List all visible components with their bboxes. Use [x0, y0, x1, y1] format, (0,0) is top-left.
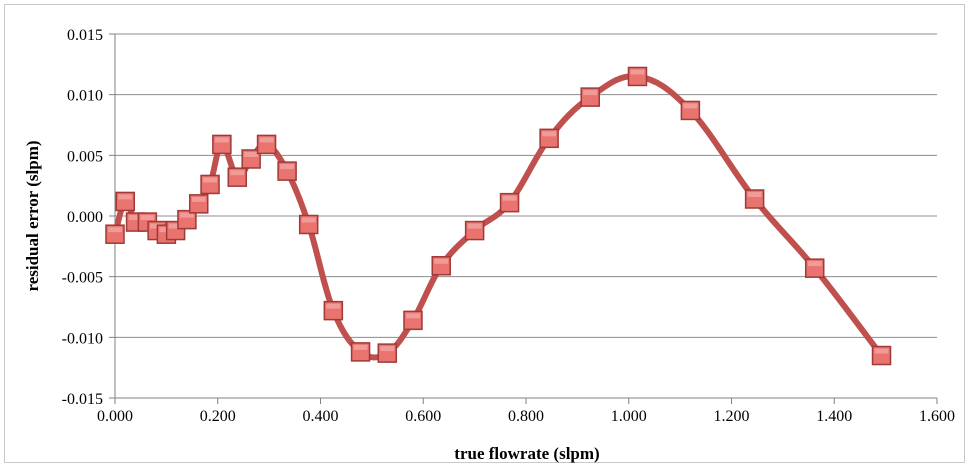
- data-point-marker: [539, 128, 559, 149]
- data-point-marker: [298, 214, 319, 235]
- data-point-marker: [744, 189, 765, 209]
- data-point-marker: [680, 100, 701, 121]
- y-tick-labels: 0.015 0.010 0.005 0.000 -0.005 -0.010 -0.015: [62, 27, 103, 408]
- y-tick-label: 0.010: [67, 88, 103, 105]
- data-point-marker: [580, 87, 600, 107]
- series-line: [112, 73, 885, 361]
- x-tick-label: 1.200: [714, 408, 750, 425]
- y-tick-label: -0.005: [62, 270, 103, 287]
- y-axis-title: residual error (slpm): [23, 140, 42, 291]
- markers: [105, 66, 892, 366]
- data-point-marker: [227, 167, 248, 187]
- data-point-marker: [188, 194, 209, 214]
- axes: [109, 33, 938, 404]
- data-point-marker: [105, 224, 125, 244]
- x-tick-label: 1.000: [611, 408, 647, 425]
- data-point-marker: [464, 220, 485, 241]
- x-tick-label: 0.800: [508, 408, 544, 425]
- data-point-marker: [323, 300, 344, 321]
- data-point-marker: [256, 134, 277, 155]
- data-point-marker: [403, 310, 423, 331]
- data-point-marker: [350, 342, 371, 362]
- data-point-marker: [177, 209, 197, 230]
- data-point-marker: [277, 161, 297, 181]
- y-tick-label: -0.010: [62, 330, 103, 347]
- x-tick-label: 1.600: [919, 408, 955, 425]
- x-tick-label: 1.400: [816, 408, 852, 425]
- x-tick-label: 0.200: [200, 408, 236, 425]
- data-point-marker: [431, 255, 451, 276]
- data-point-marker: [804, 258, 825, 278]
- data-point-marker: [241, 149, 261, 169]
- x-tick-label: 0.000: [97, 408, 133, 425]
- x-tick-label: 0.600: [405, 408, 441, 425]
- data-point-marker: [871, 345, 892, 366]
- y-tick-label: -0.015: [62, 391, 103, 408]
- data-point-marker: [499, 192, 520, 213]
- y-tick-label: 0.005: [67, 148, 103, 165]
- data-point-marker: [212, 134, 232, 155]
- series: [112, 73, 885, 361]
- data-point-marker: [200, 174, 220, 195]
- y-tick-label: 0.000: [67, 209, 103, 226]
- x-tick-labels: 0.000 0.200 0.400 0.600 0.800 1.000 1.200 1.400…: [97, 408, 955, 425]
- data-point-marker: [627, 66, 648, 87]
- x-axis-title: true flowrate (slpm): [454, 444, 599, 463]
- data-point-marker: [377, 343, 398, 363]
- data-point-marker: [115, 191, 136, 212]
- y-tick-label: 0.015: [67, 27, 103, 44]
- x-tick-label: 0.400: [303, 408, 339, 425]
